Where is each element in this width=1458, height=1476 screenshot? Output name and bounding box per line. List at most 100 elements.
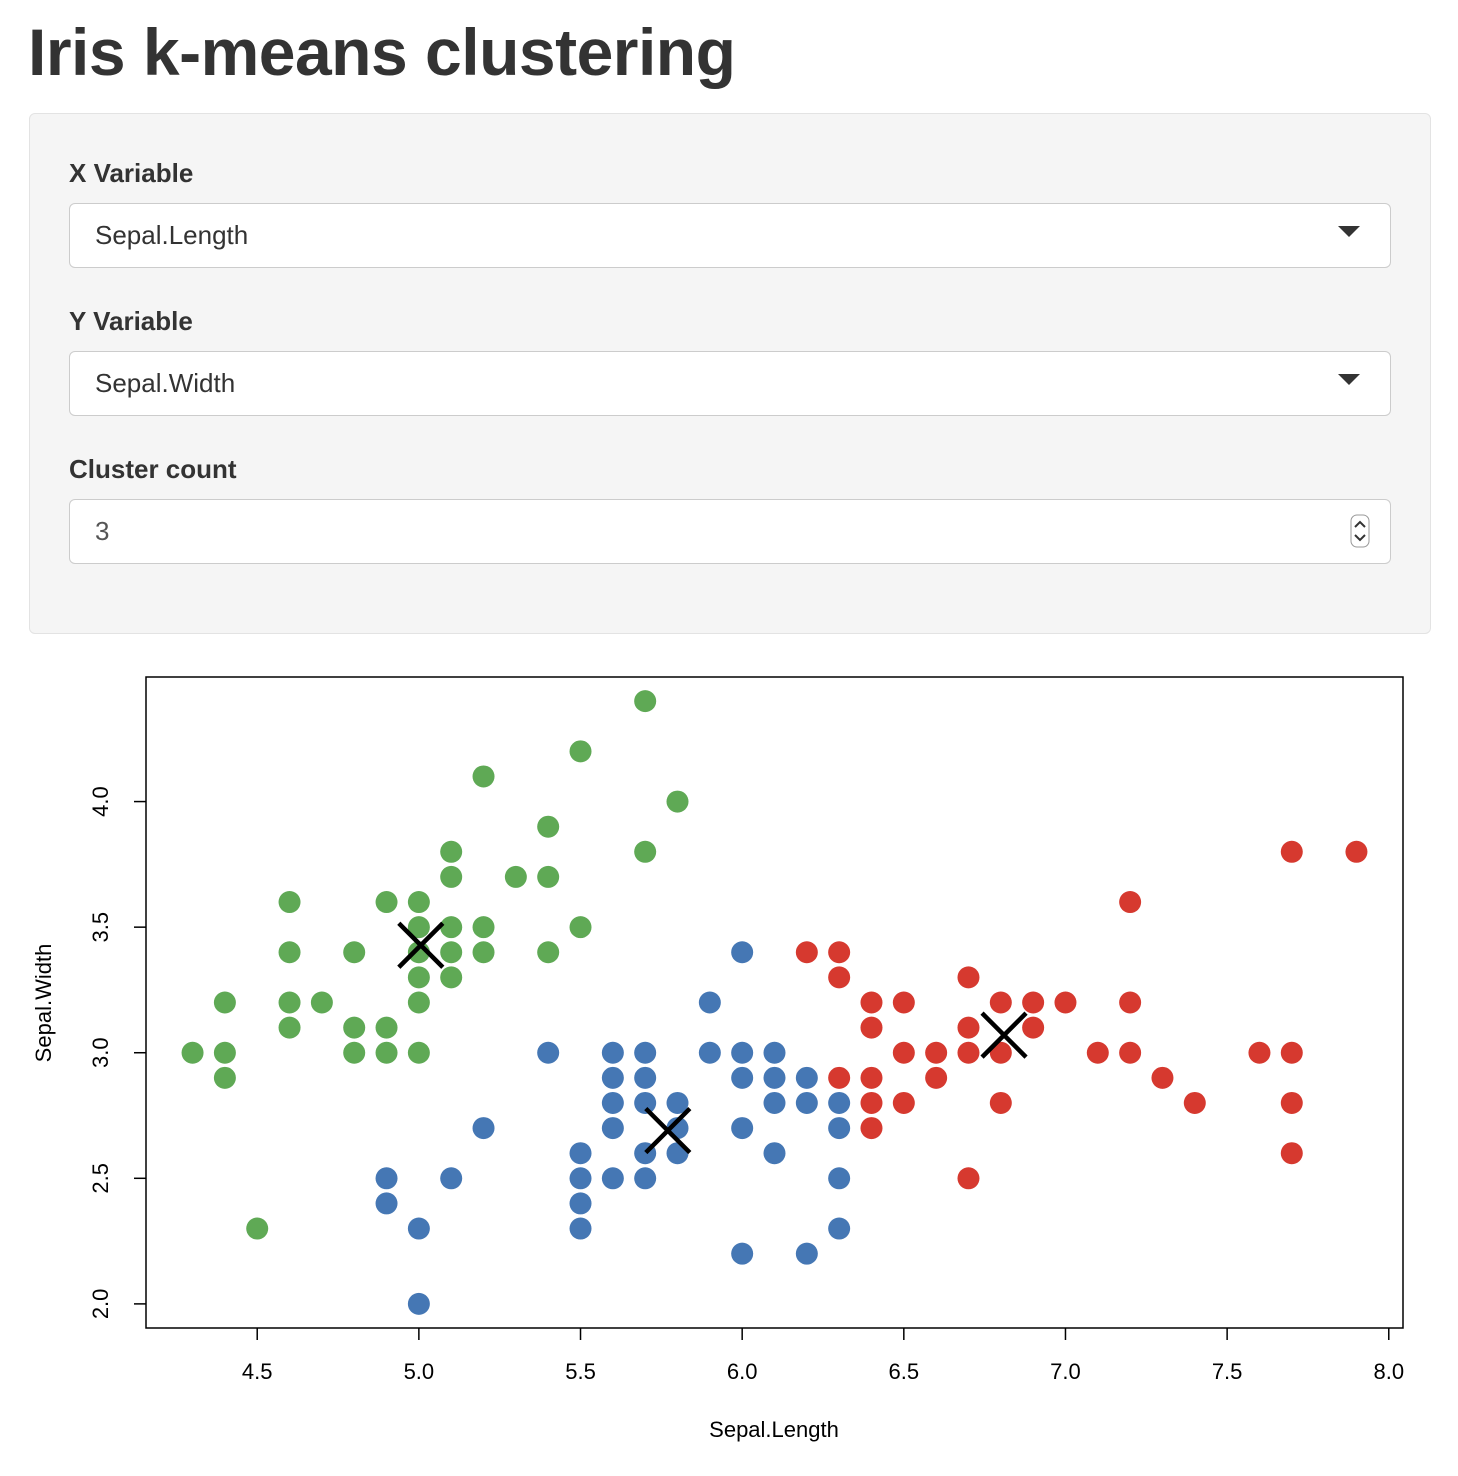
point	[989, 1041, 1012, 1064]
x-axis-title: Sepal.Length	[709, 1417, 839, 1442]
point	[472, 916, 495, 939]
point	[601, 1167, 624, 1190]
point	[634, 690, 657, 713]
plot-frame	[145, 676, 1404, 1329]
point	[213, 991, 236, 1014]
point	[440, 916, 463, 939]
point	[213, 1066, 236, 1089]
cluster-center	[397, 921, 445, 969]
point	[828, 941, 851, 964]
point	[569, 916, 592, 939]
dropdown-arrow	[1338, 226, 1360, 237]
y-select[interactable]: Sepal.Width	[69, 351, 1391, 416]
point	[763, 1066, 786, 1089]
x-tick-label: 7.0	[1050, 1359, 1081, 1384]
x-tick-label: 6.0	[727, 1359, 758, 1384]
point	[860, 1117, 883, 1140]
point	[957, 1016, 980, 1039]
point	[1119, 991, 1142, 1014]
point	[440, 865, 463, 888]
point	[278, 891, 301, 914]
point	[925, 1041, 948, 1064]
point	[601, 1091, 624, 1114]
point	[213, 1041, 236, 1064]
point	[989, 991, 1012, 1014]
point	[860, 1091, 883, 1114]
x-tick-label: 4.5	[242, 1359, 273, 1384]
point	[246, 1217, 269, 1240]
select-value: Sepal.Width	[95, 368, 236, 398]
point	[375, 891, 398, 914]
point	[666, 1091, 689, 1114]
point	[407, 1041, 430, 1064]
point	[795, 941, 818, 964]
point	[828, 1117, 851, 1140]
point	[860, 1016, 883, 1039]
point	[472, 765, 495, 788]
point	[601, 1041, 624, 1064]
point	[795, 1242, 818, 1265]
point	[957, 1041, 980, 1064]
point	[1022, 991, 1045, 1014]
point	[440, 941, 463, 964]
point	[504, 865, 527, 888]
point	[278, 991, 301, 1014]
point	[634, 1091, 657, 1114]
point	[569, 1217, 592, 1240]
y-tick-label: 3.5	[88, 912, 113, 943]
point	[601, 1117, 624, 1140]
point	[763, 1091, 786, 1114]
point	[343, 1016, 366, 1039]
point	[1183, 1091, 1206, 1114]
point	[763, 1041, 786, 1064]
y-tick-label: 3.0	[88, 1037, 113, 1068]
point	[407, 916, 430, 939]
point	[569, 1167, 592, 1190]
point	[537, 815, 560, 838]
point	[634, 1167, 657, 1190]
point	[828, 966, 851, 989]
point	[795, 1091, 818, 1114]
control-label: Y Variable	[69, 306, 193, 336]
point	[892, 991, 915, 1014]
point	[375, 1192, 398, 1215]
point	[1280, 1142, 1303, 1165]
x-tick-label: 7.5	[1212, 1359, 1243, 1384]
spinner[interactable]	[1350, 514, 1370, 548]
x-tick-label: 6.5	[889, 1359, 920, 1384]
point	[601, 1066, 624, 1089]
point	[569, 1142, 592, 1165]
point	[472, 1117, 495, 1140]
dropdown-arrow	[1338, 374, 1360, 385]
point	[698, 991, 721, 1014]
control-label: X Variable	[69, 158, 194, 188]
x-tick-label: 5.5	[565, 1359, 596, 1384]
point	[731, 1041, 754, 1064]
point	[731, 1242, 754, 1265]
point	[537, 1041, 560, 1064]
page-title: Iris k-means clustering	[28, 15, 736, 89]
point	[407, 1292, 430, 1315]
point	[569, 1192, 592, 1215]
point	[1280, 1041, 1303, 1064]
point	[634, 840, 657, 863]
point	[828, 1167, 851, 1190]
cluster-count-input[interactable]: 3	[69, 499, 1391, 564]
point	[828, 1066, 851, 1089]
y-tick-label: 2.0	[88, 1289, 113, 1320]
x-select[interactable]: Sepal.Length	[69, 203, 1391, 268]
point	[1280, 840, 1303, 863]
point	[1280, 1091, 1303, 1114]
point	[343, 941, 366, 964]
point	[1151, 1066, 1174, 1089]
point	[828, 1091, 851, 1114]
point	[407, 966, 430, 989]
y-axis-title: Sepal.Width	[31, 944, 56, 1063]
y-tick-label: 2.5	[88, 1163, 113, 1194]
cluster-center	[644, 1106, 692, 1155]
cluster-center	[980, 1011, 1028, 1059]
point	[375, 1167, 398, 1190]
point	[634, 1066, 657, 1089]
point	[892, 1041, 915, 1064]
